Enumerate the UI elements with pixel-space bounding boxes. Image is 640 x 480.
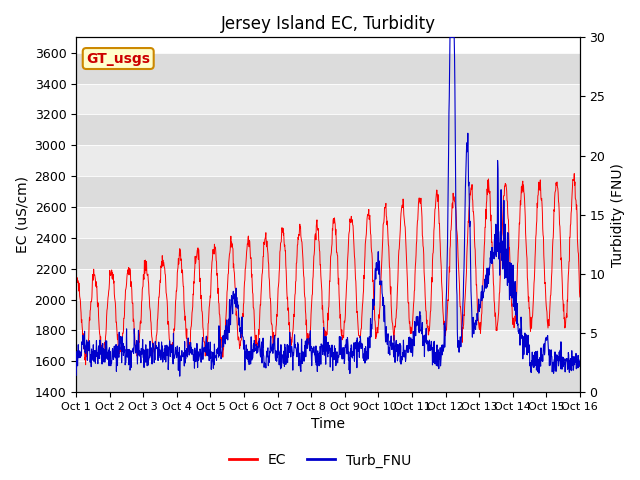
Bar [76, 84, 580, 114]
Bar [76, 269, 580, 300]
Bar [76, 207, 580, 238]
Bar [76, 238, 580, 269]
Bar [76, 53, 580, 84]
Bar [76, 361, 580, 392]
Title: Jersey Island EC, Turbidity: Jersey Island EC, Turbidity [221, 15, 435, 33]
Bar [76, 176, 580, 207]
Y-axis label: Turbidity (FNU): Turbidity (FNU) [611, 163, 625, 267]
X-axis label: Time: Time [311, 418, 345, 432]
Bar [76, 145, 580, 176]
Bar [76, 330, 580, 361]
Legend: EC, Turb_FNU: EC, Turb_FNU [223, 448, 417, 473]
Text: GT_usgs: GT_usgs [86, 51, 150, 66]
Bar [76, 114, 580, 145]
Y-axis label: EC (uS/cm): EC (uS/cm) [15, 176, 29, 253]
Bar [76, 300, 580, 330]
